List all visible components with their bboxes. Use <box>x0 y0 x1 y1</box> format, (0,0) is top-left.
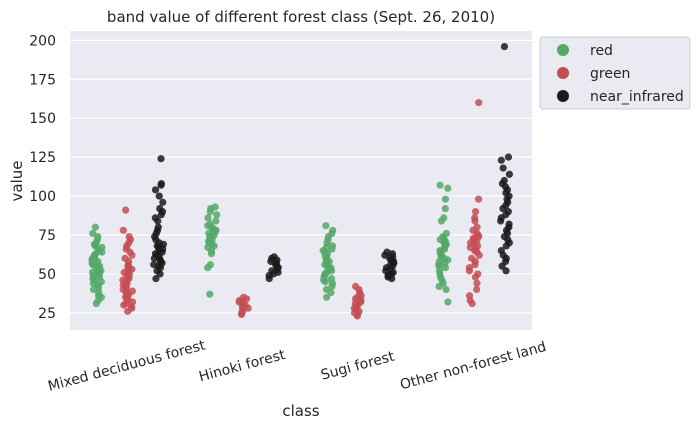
data-point <box>475 99 483 107</box>
data-point <box>155 192 163 200</box>
data-point <box>473 285 481 294</box>
data-point <box>327 275 336 283</box>
data-point <box>119 276 127 284</box>
y-tick-label: 100 <box>29 189 56 205</box>
data-point <box>150 260 158 269</box>
data-point <box>497 156 505 164</box>
y-tick-labels: 25 50 75 100 125 150 175 200 <box>29 33 56 322</box>
y-tick-label: 75 <box>38 228 56 244</box>
data-point <box>91 223 99 231</box>
data-point <box>119 226 127 234</box>
legend-marker <box>557 44 569 56</box>
y-tick-label: 200 <box>29 33 56 49</box>
data-point <box>442 285 450 294</box>
data-point <box>159 198 167 206</box>
legend-label: green <box>590 66 630 82</box>
grid-lines <box>70 39 532 314</box>
data-point <box>213 211 221 219</box>
data-point <box>122 206 130 214</box>
data-point <box>212 217 220 225</box>
data-point <box>499 164 507 172</box>
data-point <box>322 222 330 230</box>
x-tick-label: Other non-forest land <box>398 339 548 393</box>
y-tick-label: 50 <box>38 267 56 283</box>
data-point <box>128 287 136 295</box>
y-tick-label: 175 <box>29 72 56 88</box>
data-point <box>206 220 214 228</box>
data-point <box>328 242 337 250</box>
data-point <box>473 223 481 231</box>
data-point <box>497 246 505 255</box>
data-point <box>505 170 514 178</box>
data-point <box>465 292 474 300</box>
y-axis-label: value <box>8 161 26 202</box>
data-point <box>157 155 165 163</box>
data-point <box>206 260 215 269</box>
x-tick-label: Hinoki forest <box>197 347 287 386</box>
legend: red green near_infrared <box>539 36 691 110</box>
data-point <box>465 264 474 272</box>
y-tick-label: 150 <box>29 111 56 127</box>
x-tick-label: Mixed deciduous forest <box>46 337 207 395</box>
data-point <box>322 285 331 294</box>
data-point <box>98 243 106 252</box>
data-point <box>121 254 129 262</box>
data-point <box>500 176 508 185</box>
data-point <box>204 214 212 222</box>
legend-label: near_infrared <box>590 89 684 105</box>
data-point <box>383 248 391 256</box>
data-point <box>206 290 214 298</box>
data-point <box>474 195 483 203</box>
x-tick-label: Sugi forest <box>319 349 396 384</box>
data-points <box>88 42 514 320</box>
data-point <box>240 293 248 301</box>
data-point <box>125 232 133 241</box>
data-point <box>154 223 162 231</box>
data-point <box>471 208 480 216</box>
data-point <box>211 203 219 211</box>
data-point <box>205 229 213 238</box>
plot-area <box>70 31 532 330</box>
legend-label: red <box>590 43 613 59</box>
data-point <box>151 214 159 222</box>
data-point <box>468 254 476 262</box>
data-point <box>505 220 513 228</box>
data-point <box>444 184 452 192</box>
legend-marker <box>557 90 569 102</box>
data-point <box>152 275 160 283</box>
data-point <box>436 181 444 189</box>
data-point <box>329 226 337 234</box>
data-point <box>500 42 509 51</box>
y-tick-label: 25 <box>38 306 56 322</box>
data-point <box>444 298 452 306</box>
data-point <box>442 229 451 238</box>
data-point <box>270 253 278 261</box>
chart-title: band value of different forest class (Se… <box>107 8 495 26</box>
data-point <box>322 293 331 301</box>
data-point <box>157 180 165 188</box>
data-point <box>474 270 482 278</box>
data-point <box>151 186 160 194</box>
data-point <box>440 214 448 222</box>
data-point <box>473 279 481 287</box>
data-point <box>352 282 360 290</box>
x-axis-label: class <box>282 402 319 420</box>
data-point <box>504 208 512 216</box>
data-point <box>441 204 449 213</box>
y-tick-label: 125 <box>29 150 56 166</box>
legend-box <box>539 36 691 110</box>
data-point <box>471 214 479 222</box>
data-point <box>504 153 513 161</box>
legend-marker <box>557 67 569 79</box>
data-point <box>89 229 97 238</box>
data-point <box>268 267 276 275</box>
data-point <box>156 204 164 213</box>
data-point <box>441 195 450 203</box>
